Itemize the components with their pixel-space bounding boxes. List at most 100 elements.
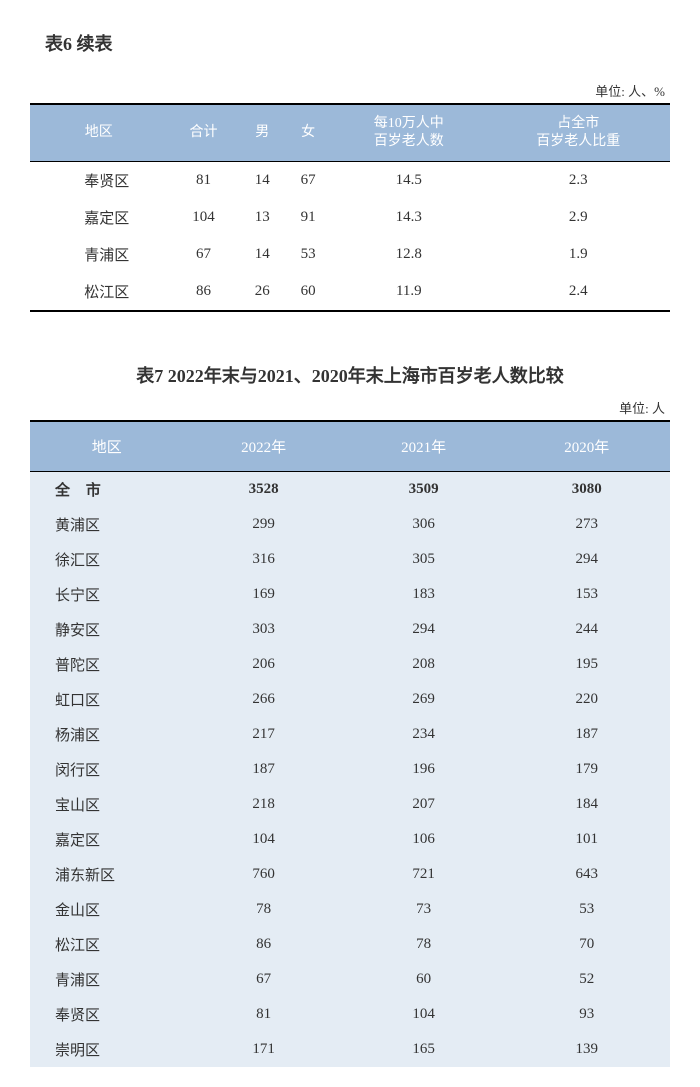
table7-cell: 78 bbox=[184, 892, 344, 927]
table6-cell: 14.5 bbox=[331, 162, 487, 200]
table6-cell: 67 bbox=[285, 162, 331, 200]
table7-title: 表7 2022年末与2021、2020年末上海市百岁老人数比较 bbox=[30, 362, 670, 388]
table7-row: 虹口区266269220 bbox=[30, 682, 670, 717]
table7-cell: 嘉定区 bbox=[30, 822, 184, 857]
table7-row: 静安区303294244 bbox=[30, 612, 670, 647]
table7-cell: 3080 bbox=[504, 472, 670, 508]
table7-cell: 70 bbox=[504, 927, 670, 962]
table7-col-0: 地区 bbox=[30, 421, 184, 472]
table7-row: 青浦区676052 bbox=[30, 962, 670, 997]
table7-cell: 杨浦区 bbox=[30, 717, 184, 752]
table7-cell: 294 bbox=[344, 612, 504, 647]
table6-cell: 14.3 bbox=[331, 199, 487, 236]
table6-cell: 91 bbox=[285, 199, 331, 236]
table7-cell: 金山区 bbox=[30, 892, 184, 927]
table7-row: 金山区787353 bbox=[30, 892, 670, 927]
table7-cell: 169 bbox=[184, 577, 344, 612]
table7-cell: 139 bbox=[504, 1032, 670, 1067]
table7-cell: 53 bbox=[504, 892, 670, 927]
table7-col-2: 2021年 bbox=[344, 421, 504, 472]
table6-cell: 2.3 bbox=[487, 162, 670, 200]
table7-cell: 266 bbox=[184, 682, 344, 717]
table7-cell: 101 bbox=[504, 822, 670, 857]
table7-cell: 206 bbox=[184, 647, 344, 682]
table6-cell: 青浦区 bbox=[30, 236, 168, 273]
table7-cell: 184 bbox=[504, 787, 670, 822]
table7-row: 奉贤区8110493 bbox=[30, 997, 670, 1032]
table7-row: 宝山区218207184 bbox=[30, 787, 670, 822]
table7-cell: 86 bbox=[184, 927, 344, 962]
table6-cell: 11.9 bbox=[331, 273, 487, 311]
table6-cell: 86 bbox=[168, 273, 240, 311]
table7-cell: 294 bbox=[504, 542, 670, 577]
table7-row: 杨浦区217234187 bbox=[30, 717, 670, 752]
table7-col-3: 2020年 bbox=[504, 421, 670, 472]
table7-cell: 187 bbox=[184, 752, 344, 787]
table7-row: 徐汇区316305294 bbox=[30, 542, 670, 577]
table7-row: 松江区867870 bbox=[30, 927, 670, 962]
table7-cell: 153 bbox=[504, 577, 670, 612]
table7-cell: 黄浦区 bbox=[30, 507, 184, 542]
table7-col-1: 2022年 bbox=[184, 421, 344, 472]
table7: 地区2022年2021年2020年 全 市352835093080黄浦区2993… bbox=[30, 420, 670, 1067]
table6-row: 松江区86266011.92.4 bbox=[30, 273, 670, 311]
table6-cell: 81 bbox=[168, 162, 240, 200]
table6-row: 嘉定区104139114.32.9 bbox=[30, 199, 670, 236]
table7-cell: 273 bbox=[504, 507, 670, 542]
table6-cell: 26 bbox=[239, 273, 285, 311]
table6: 地区合计男女每10万人中百岁老人数占全市百岁老人比重 奉贤区81146714.5… bbox=[30, 103, 670, 312]
table7-cell: 67 bbox=[184, 962, 344, 997]
table6-row: 奉贤区81146714.52.3 bbox=[30, 162, 670, 200]
table7-cell: 195 bbox=[504, 647, 670, 682]
table7-cell: 60 bbox=[344, 962, 504, 997]
table7-cell: 269 bbox=[344, 682, 504, 717]
table7-cell: 松江区 bbox=[30, 927, 184, 962]
table7-cell: 299 bbox=[184, 507, 344, 542]
table7-cell: 179 bbox=[504, 752, 670, 787]
table7-cell: 303 bbox=[184, 612, 344, 647]
table7-row: 崇明区171165139 bbox=[30, 1032, 670, 1067]
table7-row: 嘉定区104106101 bbox=[30, 822, 670, 857]
table6-col-5: 占全市百岁老人比重 bbox=[487, 104, 670, 162]
table7-cell: 全 市 bbox=[30, 472, 184, 508]
table6-col-1: 合计 bbox=[168, 104, 240, 162]
table7-cell: 208 bbox=[344, 647, 504, 682]
table6-cell: 嘉定区 bbox=[30, 199, 168, 236]
table7-cell: 虹口区 bbox=[30, 682, 184, 717]
table7-row: 普陀区206208195 bbox=[30, 647, 670, 682]
table6-cell: 53 bbox=[285, 236, 331, 273]
table7-cell: 760 bbox=[184, 857, 344, 892]
table7-cell: 闵行区 bbox=[30, 752, 184, 787]
table6-col-4: 每10万人中百岁老人数 bbox=[331, 104, 487, 162]
table7-cell: 奉贤区 bbox=[30, 997, 184, 1032]
table6-col-3: 女 bbox=[285, 104, 331, 162]
table6-cell: 14 bbox=[239, 236, 285, 273]
table7-cell: 78 bbox=[344, 927, 504, 962]
table7-cell: 73 bbox=[344, 892, 504, 927]
table7-cell: 643 bbox=[504, 857, 670, 892]
table7-cell: 104 bbox=[344, 997, 504, 1032]
table7-total-row: 全 市352835093080 bbox=[30, 472, 670, 508]
table7-cell: 721 bbox=[344, 857, 504, 892]
table6-row: 青浦区67145312.81.9 bbox=[30, 236, 670, 273]
table7-cell: 196 bbox=[344, 752, 504, 787]
table7-cell: 183 bbox=[344, 577, 504, 612]
table7-cell: 3528 bbox=[184, 472, 344, 508]
table6-cell: 2.9 bbox=[487, 199, 670, 236]
table6-unit: 单位: 人、% bbox=[30, 81, 670, 100]
table7-row: 闵行区187196179 bbox=[30, 752, 670, 787]
table7-cell: 3509 bbox=[344, 472, 504, 508]
table7-cell: 104 bbox=[184, 822, 344, 857]
table7-row: 浦东新区760721643 bbox=[30, 857, 670, 892]
table6-cell: 12.8 bbox=[331, 236, 487, 273]
table6-cell: 松江区 bbox=[30, 273, 168, 311]
table7-row: 黄浦区299306273 bbox=[30, 507, 670, 542]
table7-cell: 306 bbox=[344, 507, 504, 542]
table7-cell: 244 bbox=[504, 612, 670, 647]
table7-cell: 218 bbox=[184, 787, 344, 822]
table6-col-0: 地区 bbox=[30, 104, 168, 162]
table6-cell: 67 bbox=[168, 236, 240, 273]
table7-cell: 220 bbox=[504, 682, 670, 717]
table6-cell: 104 bbox=[168, 199, 240, 236]
table7-cell: 81 bbox=[184, 997, 344, 1032]
